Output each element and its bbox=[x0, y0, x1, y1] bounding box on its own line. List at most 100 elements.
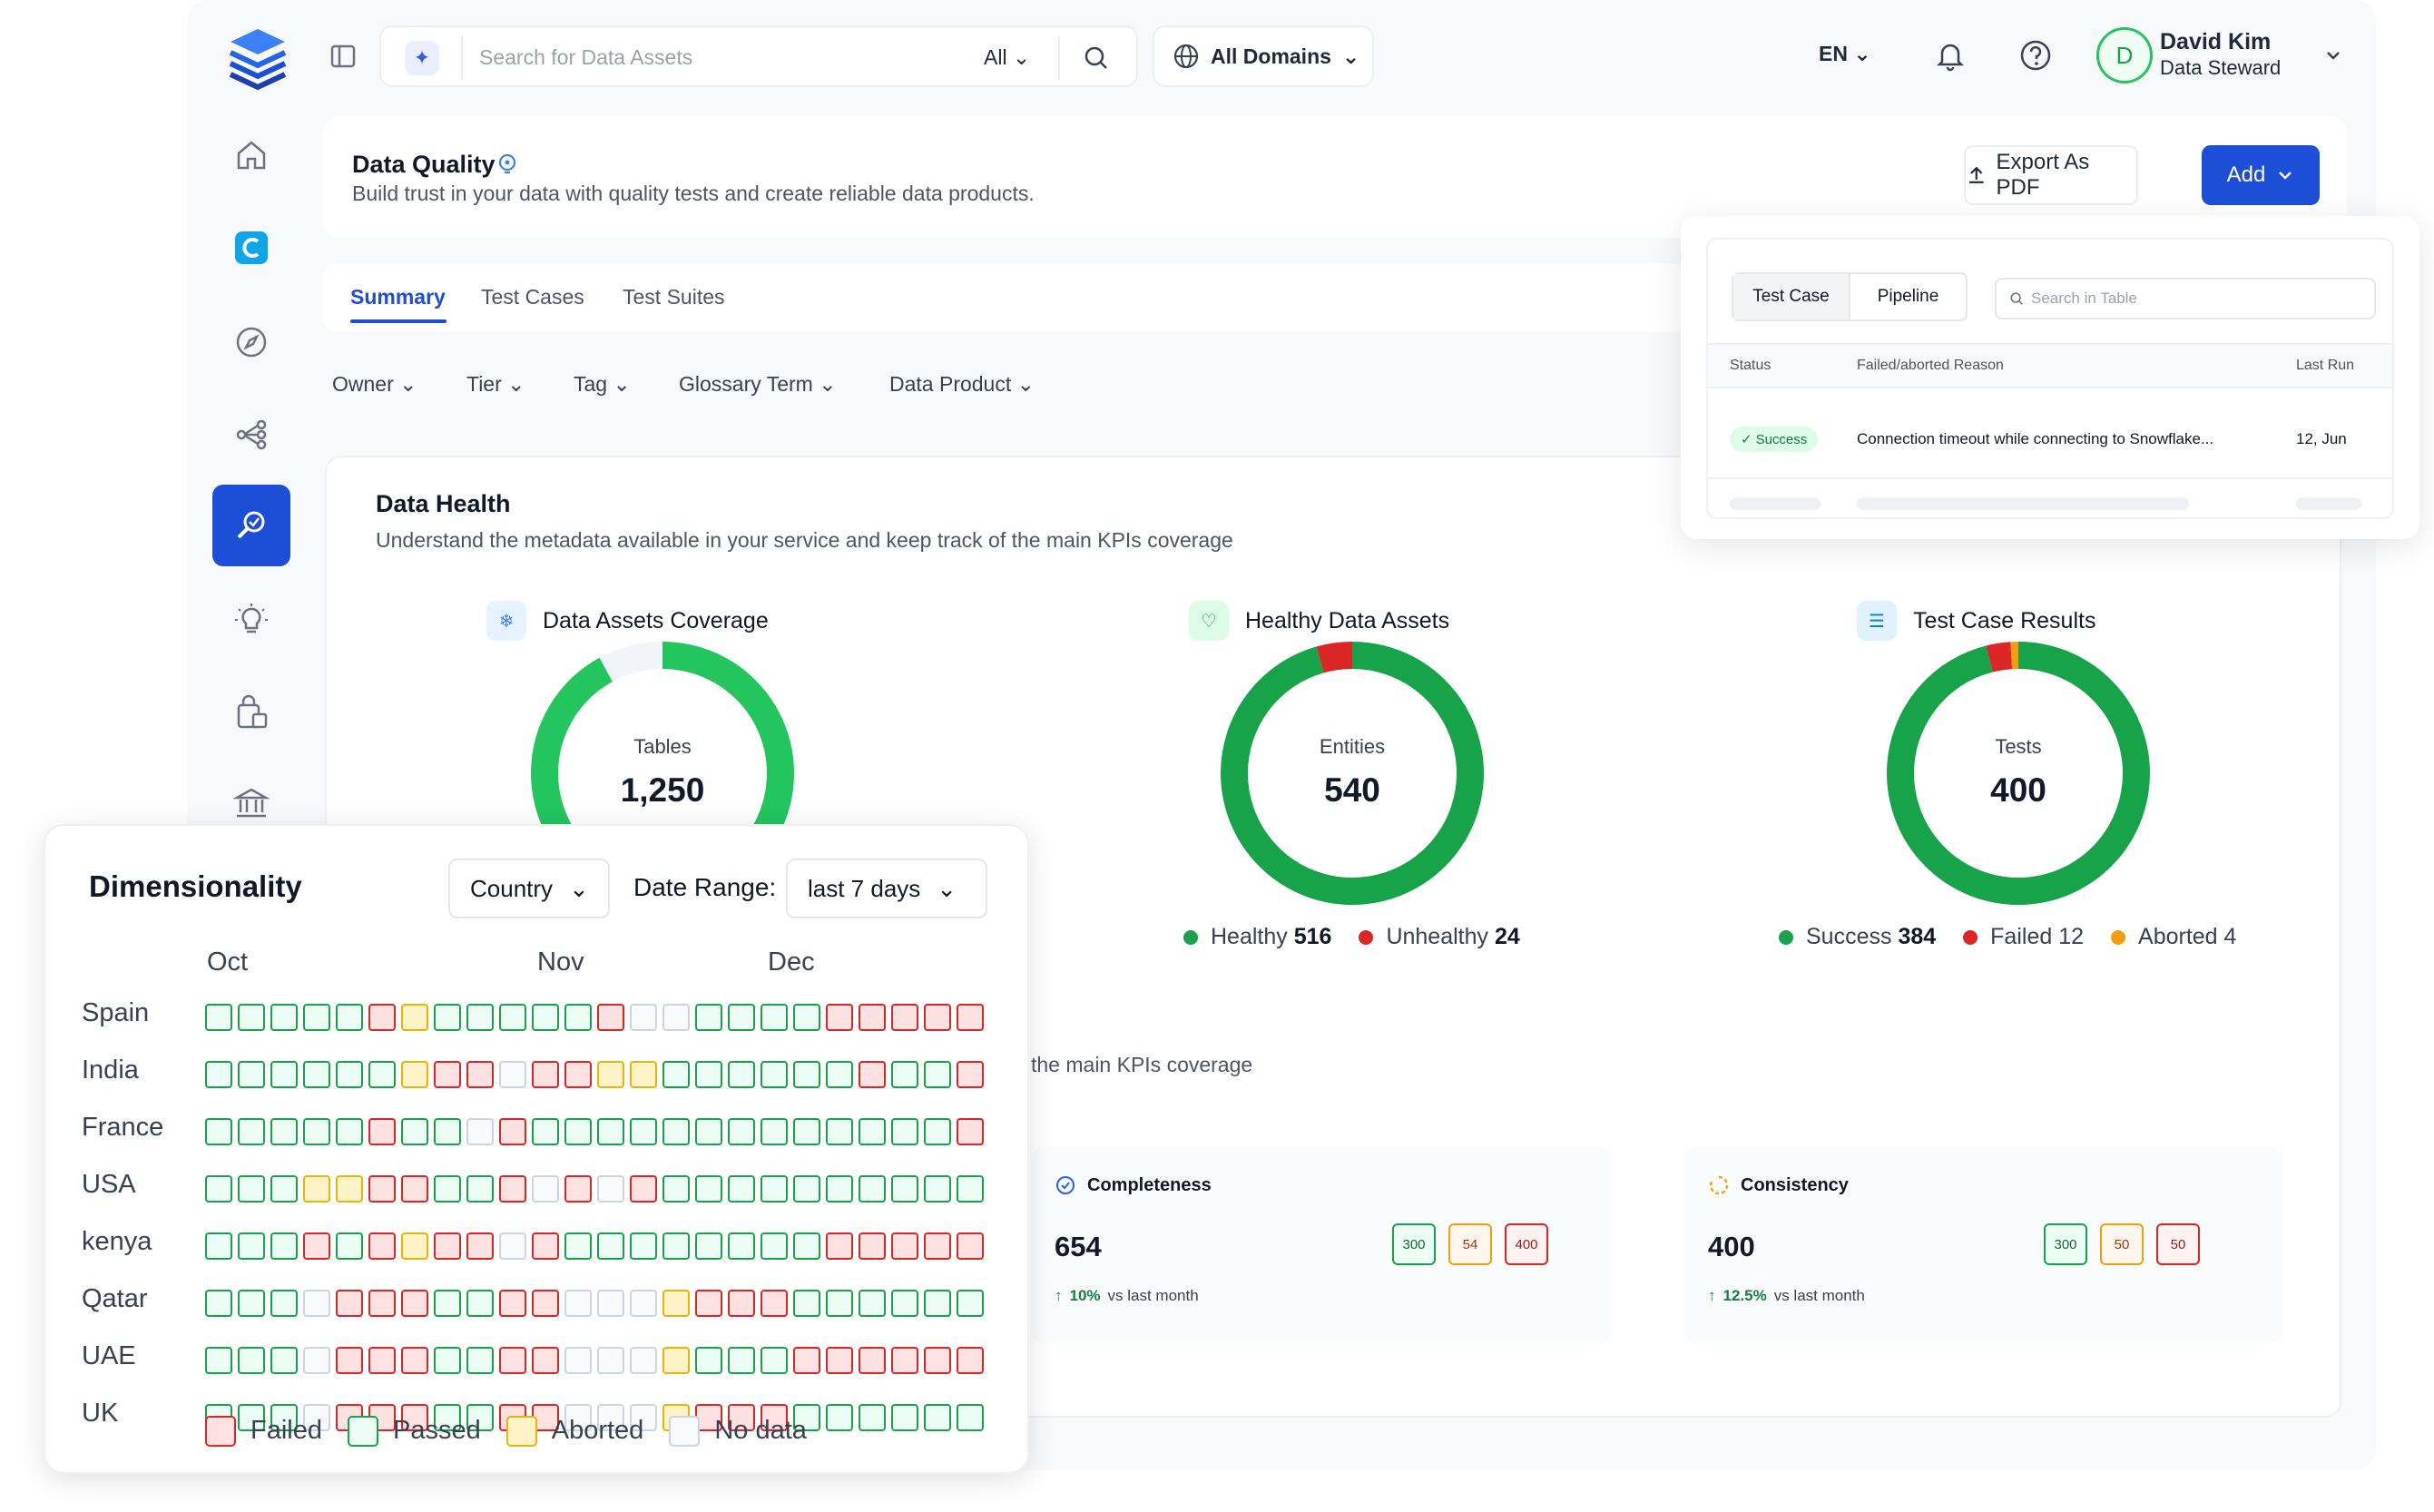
heatmap-cell[interactable] bbox=[630, 1061, 657, 1088]
heatmap-cell[interactable] bbox=[401, 1004, 428, 1031]
heatmap-cell[interactable] bbox=[695, 1347, 722, 1374]
heatmap-cell[interactable] bbox=[728, 1232, 755, 1260]
heatmap-cell[interactable] bbox=[793, 1232, 820, 1260]
heatmap-cell[interactable] bbox=[532, 1118, 559, 1145]
heatmap-cell[interactable] bbox=[891, 1404, 918, 1431]
heatmap-cell[interactable] bbox=[728, 1404, 755, 1431]
help-icon[interactable] bbox=[2018, 38, 2053, 73]
heatmap-cell[interactable] bbox=[270, 1404, 298, 1431]
heatmap-cell[interactable] bbox=[826, 1004, 853, 1031]
heatmap-cell[interactable] bbox=[303, 1347, 330, 1374]
heatmap-cell[interactable] bbox=[957, 1347, 984, 1374]
heatmap-cell[interactable] bbox=[303, 1404, 330, 1431]
heatmap-cell[interactable] bbox=[466, 1232, 494, 1260]
collate-app-icon[interactable] bbox=[212, 209, 290, 287]
heatmap-cell[interactable] bbox=[466, 1175, 494, 1203]
heatmap-cell[interactable] bbox=[793, 1290, 820, 1317]
heatmap-cell[interactable] bbox=[662, 1175, 690, 1203]
heatmap-cell[interactable] bbox=[401, 1290, 428, 1317]
heatmap-cell[interactable] bbox=[924, 1061, 951, 1088]
sidebar-toggle-icon[interactable] bbox=[329, 42, 358, 71]
heatmap-cell[interactable] bbox=[270, 1118, 298, 1145]
heatmap-cell[interactable] bbox=[826, 1290, 853, 1317]
heatmap-cell[interactable] bbox=[564, 1347, 592, 1374]
heatmap-cell[interactable] bbox=[434, 1404, 461, 1431]
heatmap-cell[interactable] bbox=[728, 1061, 755, 1088]
heatmap-cell[interactable] bbox=[368, 1175, 396, 1203]
heatmap-cell[interactable] bbox=[597, 1004, 624, 1031]
app-logo-icon[interactable] bbox=[220, 25, 296, 91]
heatmap-cell[interactable] bbox=[859, 1175, 886, 1203]
heatmap-cell[interactable] bbox=[270, 1290, 298, 1317]
heatmap-cell[interactable] bbox=[924, 1404, 951, 1431]
heatmap-cell[interactable] bbox=[728, 1290, 755, 1317]
heatmap-cell[interactable] bbox=[826, 1118, 853, 1145]
heatmap-cell[interactable] bbox=[336, 1347, 363, 1374]
heatmap-cell[interactable] bbox=[891, 1004, 918, 1031]
heatmap-cell[interactable] bbox=[401, 1061, 428, 1088]
notification-bell-icon[interactable] bbox=[1933, 38, 1968, 73]
heatmap-cell[interactable] bbox=[793, 1175, 820, 1203]
heatmap-cell[interactable] bbox=[270, 1004, 298, 1031]
heatmap-cell[interactable] bbox=[434, 1232, 461, 1260]
heatmap-cell[interactable] bbox=[859, 1290, 886, 1317]
heatmap-cell[interactable] bbox=[434, 1118, 461, 1145]
heatmap-cell[interactable] bbox=[564, 1232, 592, 1260]
heatmap-cell[interactable] bbox=[859, 1404, 886, 1431]
heatmap-cell[interactable] bbox=[630, 1290, 657, 1317]
heatmap-cell[interactable] bbox=[532, 1061, 559, 1088]
heatmap-cell[interactable] bbox=[434, 1347, 461, 1374]
heatmap-cell[interactable] bbox=[924, 1347, 951, 1374]
heatmap-cell[interactable] bbox=[597, 1232, 624, 1260]
heatmap-cell[interactable] bbox=[662, 1004, 690, 1031]
tab-test-suites[interactable]: Test Suites bbox=[623, 285, 725, 309]
heatmap-cell[interactable] bbox=[499, 1061, 526, 1088]
heatmap-cell[interactable] bbox=[826, 1347, 853, 1374]
heatmap-cell[interactable] bbox=[499, 1347, 526, 1374]
heatmap-cell[interactable] bbox=[761, 1232, 788, 1260]
marketplace-bag-icon[interactable] bbox=[212, 673, 290, 751]
heatmap-cell[interactable] bbox=[924, 1290, 951, 1317]
heatmap-cell[interactable] bbox=[532, 1004, 559, 1031]
heatmap-cell[interactable] bbox=[564, 1061, 592, 1088]
group-by-select[interactable]: Country ⌄ bbox=[448, 859, 610, 918]
heatmap-cell[interactable] bbox=[695, 1004, 722, 1031]
heatmap-cell[interactable] bbox=[205, 1290, 232, 1317]
search-input[interactable]: Search for Data Assets bbox=[479, 45, 693, 69]
heatmap-cell[interactable] bbox=[238, 1232, 265, 1260]
filter-glossary-term[interactable]: Glossary Term ⌄ bbox=[679, 372, 837, 397]
filter-owner[interactable]: Owner ⌄ bbox=[332, 372, 417, 397]
heatmap-cell[interactable] bbox=[238, 1347, 265, 1374]
heatmap-cell[interactable] bbox=[564, 1404, 592, 1431]
domains-dropdown[interactable]: All Domains ⌄ bbox=[1153, 25, 1374, 87]
heatmap-cell[interactable] bbox=[434, 1004, 461, 1031]
heatmap-cell[interactable] bbox=[336, 1004, 363, 1031]
heatmap-cell[interactable] bbox=[238, 1404, 265, 1431]
export-pdf-button[interactable]: Export As PDF bbox=[1964, 145, 2138, 205]
heatmap-cell[interactable] bbox=[205, 1004, 232, 1031]
heatmap-cell[interactable] bbox=[532, 1347, 559, 1374]
heatmap-cell[interactable] bbox=[662, 1061, 690, 1088]
heatmap-cell[interactable] bbox=[793, 1118, 820, 1145]
heatmap-cell[interactable] bbox=[205, 1175, 232, 1203]
home-icon[interactable] bbox=[212, 116, 290, 194]
heatmap-cell[interactable] bbox=[891, 1232, 918, 1260]
heatmap-cell[interactable] bbox=[761, 1175, 788, 1203]
heatmap-cell[interactable] bbox=[891, 1290, 918, 1317]
heatmap-cell[interactable] bbox=[303, 1118, 330, 1145]
info-bulb-icon[interactable] bbox=[496, 152, 519, 176]
heatmap-cell[interactable] bbox=[761, 1290, 788, 1317]
heatmap-cell[interactable] bbox=[336, 1232, 363, 1260]
heatmap-cell[interactable] bbox=[368, 1290, 396, 1317]
heatmap-cell[interactable] bbox=[368, 1347, 396, 1374]
heatmap-cell[interactable] bbox=[597, 1290, 624, 1317]
heatmap-cell[interactable] bbox=[401, 1347, 428, 1374]
heatmap-cell[interactable] bbox=[924, 1004, 951, 1031]
heatmap-cell[interactable] bbox=[826, 1061, 853, 1088]
heatmap-cell[interactable] bbox=[336, 1290, 363, 1317]
segment-test-case[interactable]: Test Case bbox=[1733, 274, 1850, 319]
explore-compass-icon[interactable] bbox=[212, 303, 290, 381]
heatmap-cell[interactable] bbox=[368, 1004, 396, 1031]
heatmap-cell[interactable] bbox=[466, 1061, 494, 1088]
heatmap-cell[interactable] bbox=[205, 1232, 232, 1260]
